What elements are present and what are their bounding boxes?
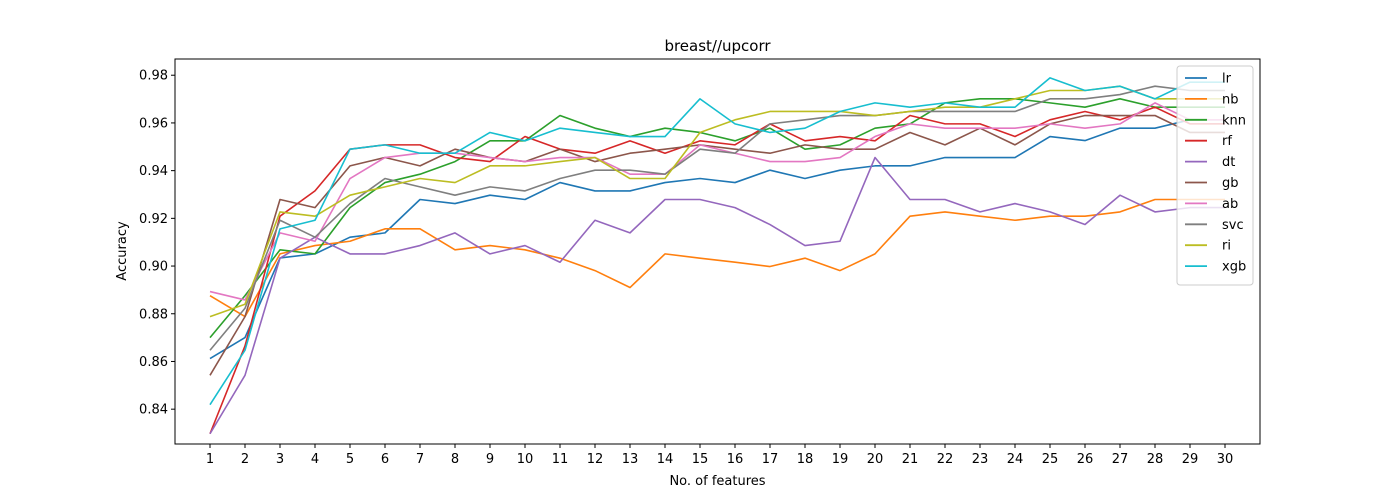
x-tick-label: 1 (206, 452, 214, 467)
x-tick-label: 11 (552, 452, 569, 467)
y-tick-label: 0.88 (139, 307, 168, 322)
x-tick-label: 2 (241, 452, 249, 467)
x-tick-label: 27 (1112, 452, 1129, 467)
chart-title: breast//upcorr (664, 37, 771, 55)
series-line-gb (209, 114, 1225, 376)
series-line-nb (209, 198, 1225, 318)
series-line-ri (209, 85, 1225, 318)
x-tick-label: 14 (657, 452, 674, 467)
series-layer (209, 77, 1225, 435)
x-tick-label: 30 (1217, 452, 1234, 467)
y-tick-label: 0.86 (139, 355, 168, 370)
x-tick-label: 28 (1147, 452, 1164, 467)
x-tick-label: 15 (692, 452, 709, 467)
y-axis-title: Accuracy (115, 221, 130, 281)
legend-box (1176, 65, 1254, 286)
y-tick-label: 0.94 (139, 164, 168, 179)
x-tick-label: 29 (1182, 452, 1199, 467)
x-tick-label: 10 (517, 452, 534, 467)
x-tick-label: 21 (902, 452, 919, 467)
legend-label-dt: dt (1222, 155, 1235, 170)
x-tick-label: 13 (622, 452, 639, 467)
x-tick-label: 8 (451, 452, 459, 467)
legend-label-gb: gb (1222, 176, 1239, 191)
x-tick-label: 26 (1077, 452, 1094, 467)
x-tick-label: 16 (727, 452, 744, 467)
x-tick-label: 6 (381, 452, 389, 467)
legend-label-ab: ab (1222, 197, 1238, 212)
series-line-svc (209, 85, 1225, 351)
x-tick-label: 9 (486, 452, 494, 467)
legend-label-rf: rf (1222, 134, 1232, 149)
x-tick-label: 24 (1007, 452, 1024, 467)
legend-label-svc: svc (1222, 218, 1244, 233)
x-tick-label: 23 (972, 452, 989, 467)
x-tick-label: 18 (797, 452, 814, 467)
legend: lr nb knn rf dt gb ab svc ri xgb (1176, 65, 1254, 286)
legend-label-lr: lr (1222, 72, 1232, 87)
x-tick-label: 25 (1042, 452, 1059, 467)
x-tick-label: 17 (762, 452, 779, 467)
series-line-dt (209, 156, 1225, 435)
x-tick-label: 3 (276, 452, 284, 467)
axes-layer: 1 2 3 4 5 6 7 8 9 10 11 12 13 14 15 16 17 18 19 20 21 22 23 24 2… (139, 58, 1261, 467)
legend-label-nb: nb (1222, 92, 1239, 107)
x-tick-label: 5 (346, 452, 354, 467)
legend-label-xgb: xgb (1222, 260, 1246, 275)
plot-frame (174, 58, 1261, 445)
series-line-ab (209, 102, 1225, 301)
x-tick-label: 19 (832, 452, 849, 467)
x-tick-label: 12 (587, 452, 604, 467)
series-line-lr (209, 119, 1225, 360)
series-line-knn (209, 98, 1225, 339)
series-line-rf (209, 106, 1225, 435)
y-tick-label: 0.96 (139, 116, 168, 131)
x-tick-label: 7 (416, 452, 424, 467)
y-tick-label: 0.84 (139, 403, 168, 418)
series-line-xgb (209, 77, 1225, 406)
legend-label-ri: ri (1222, 239, 1231, 254)
y-tick-label: 0.90 (139, 260, 168, 275)
x-axis-title: No. of features (669, 474, 765, 489)
y-tick-label: 0.98 (139, 69, 168, 84)
x-tick-label: 4 (311, 452, 319, 467)
legend-label-knn: knn (1222, 113, 1246, 128)
x-tick-label: 20 (867, 452, 884, 467)
y-tick-label: 0.92 (139, 212, 168, 227)
x-tick-label: 22 (937, 452, 954, 467)
